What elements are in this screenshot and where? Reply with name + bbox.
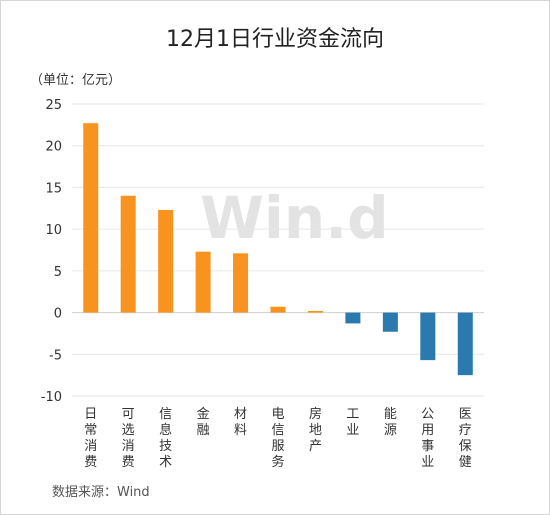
bar (120, 195, 136, 313)
x-tick-char: 材 (234, 407, 247, 422)
x-tick-char: 源 (384, 423, 397, 438)
x-tick-char: 费 (84, 455, 97, 470)
x-tick-char: 业 (346, 423, 359, 438)
x-tick-char: 常 (84, 423, 97, 438)
x-tick-label: 工业 (346, 407, 359, 438)
bar (233, 253, 249, 313)
x-tick-char: 保 (459, 439, 472, 454)
x-tick-char: 服 (271, 439, 284, 454)
x-tick-char: 消 (122, 439, 135, 454)
x-tick-char: 选 (122, 423, 135, 438)
x-tick-char: 产 (309, 439, 322, 454)
bar (195, 251, 211, 313)
y-tick-label: 25 (45, 98, 62, 113)
x-tick-char: 料 (234, 423, 247, 438)
x-tick-char: 可 (122, 407, 135, 422)
x-tick-label: 能源 (384, 407, 397, 438)
x-tick-char: 能 (384, 407, 397, 422)
bar (158, 209, 174, 313)
source-note: 数据来源：Wind (52, 485, 150, 500)
y-axis: 25 20 15 10 5 0 -5 -10 (41, 98, 62, 405)
x-tick-char: 术 (159, 455, 172, 470)
bar (457, 312, 473, 376)
watermark: Win.d (200, 184, 389, 252)
x-tick-label: 金融 (197, 406, 210, 438)
x-tick-char: 融 (197, 423, 210, 438)
y-tick-label: 15 (45, 181, 62, 196)
y-tick-label: 0 (54, 307, 62, 322)
y-tick-label: -10 (41, 390, 62, 405)
x-tick-char: 疗 (459, 423, 472, 438)
y-tick-label: -5 (49, 348, 62, 363)
x-tick-char: 医 (459, 407, 472, 422)
bar (420, 312, 436, 361)
x-tick-char: 业 (421, 455, 434, 470)
x-tick-char: 房 (309, 406, 322, 422)
x-tick-char: 电 (271, 407, 284, 422)
bar-series (83, 123, 473, 376)
x-tick-char: 公 (421, 407, 434, 422)
bar (345, 312, 361, 324)
x-tick-char: 务 (271, 454, 284, 470)
bar (83, 123, 99, 313)
x-tick-char: 息 (159, 422, 172, 438)
x-tick-char: 用 (421, 423, 434, 438)
x-tick-char: 信 (271, 423, 284, 438)
x-tick-char: 金 (197, 406, 210, 422)
x-tick-char: 费 (122, 455, 135, 470)
bar (307, 310, 323, 313)
y-tick-label: 5 (54, 265, 62, 280)
x-tick-label: 材料 (234, 407, 247, 438)
bar (270, 306, 286, 313)
chart-title: 12月1日行业资金流向 (166, 27, 384, 52)
x-tick-char: 信 (159, 407, 172, 422)
x-tick-char: 技 (159, 439, 172, 454)
bar (382, 312, 398, 332)
x-tick-char: 日 (84, 407, 97, 422)
y-tick-label: 20 (45, 140, 62, 155)
y-tick-label: 10 (45, 223, 62, 238)
x-tick-char: 工 (346, 407, 359, 422)
x-tick-label: 房地产 (309, 406, 322, 454)
x-tick-char: 事 (421, 439, 434, 454)
x-tick-char: 健 (459, 455, 472, 470)
unit-label: （单位：亿元） (30, 73, 121, 88)
x-tick-char: 地 (309, 423, 322, 438)
grid-layer (72, 103, 484, 397)
x-tick-char: 消 (84, 439, 97, 454)
